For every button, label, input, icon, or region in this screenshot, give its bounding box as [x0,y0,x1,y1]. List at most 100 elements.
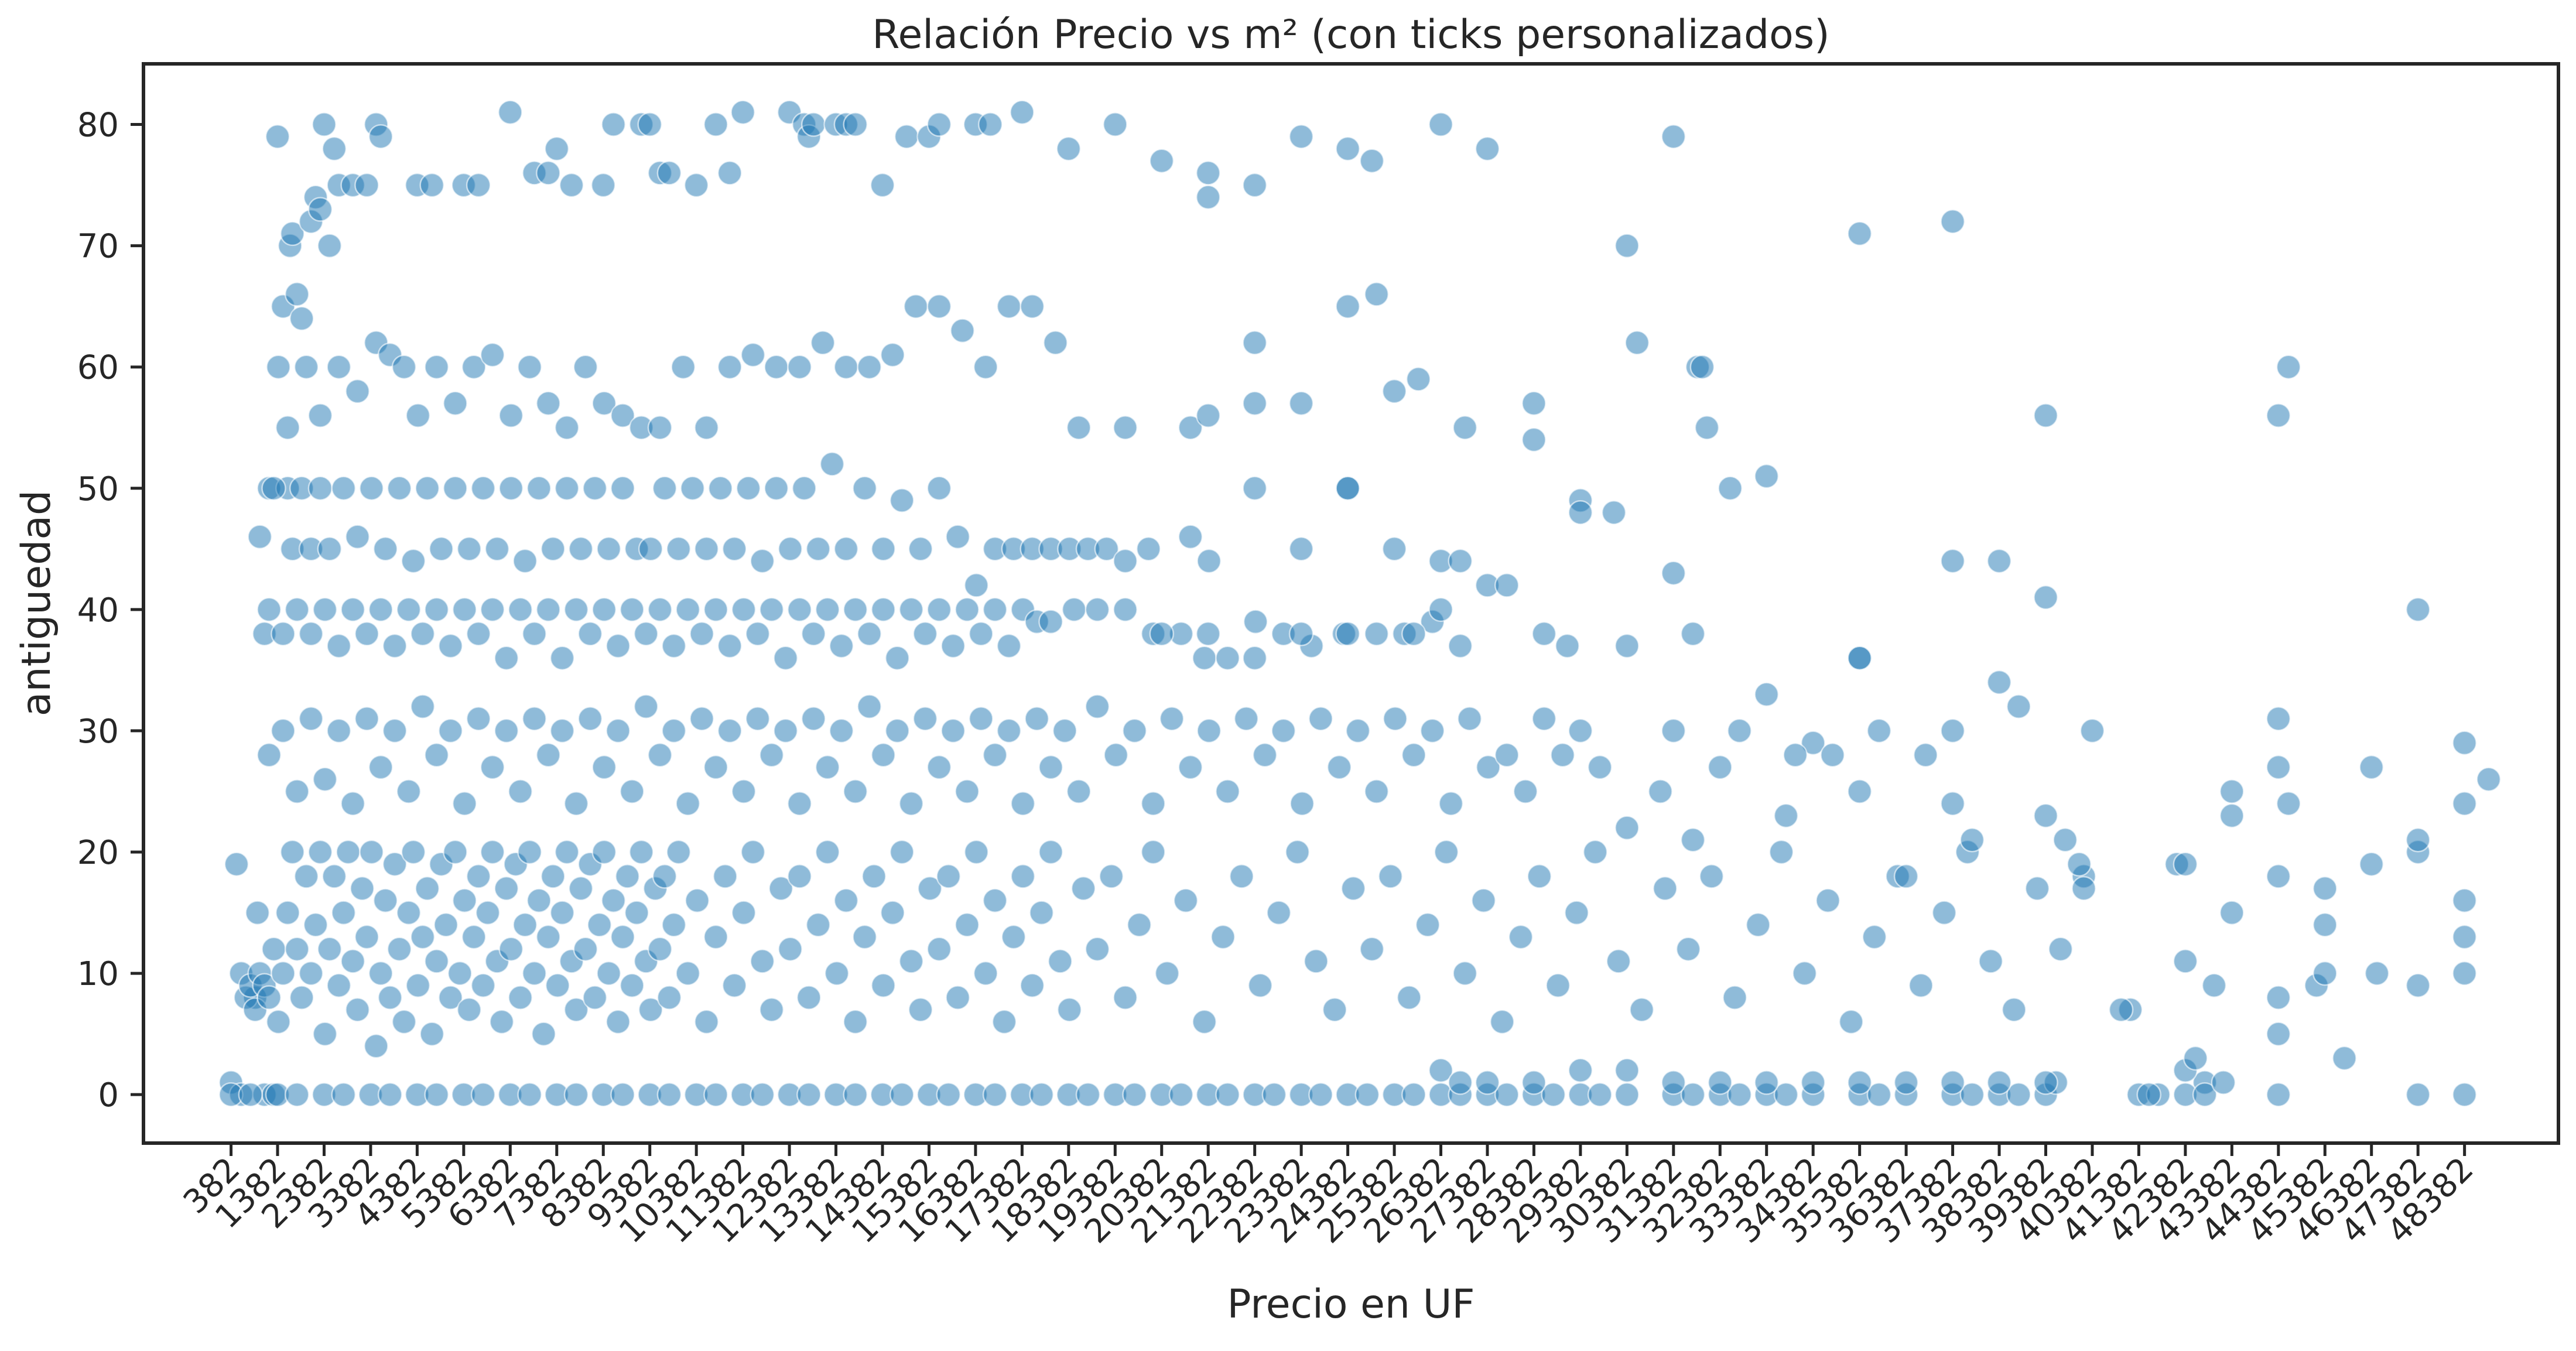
data-point [480,754,505,780]
data-point [591,839,617,865]
data-point [889,1082,915,1107]
data-point [2452,1082,2477,1107]
data-point [647,597,673,623]
data-point [489,1009,515,1035]
data-point [438,985,463,1010]
data-point [1085,597,1110,623]
data-point [1010,100,1035,125]
data-point [321,136,347,162]
data-point [1568,718,1593,744]
data-point [1699,864,1725,889]
data-point [563,1082,589,1107]
data-point [2219,779,2245,804]
data-point [1038,754,1063,780]
data-point [796,1082,822,1107]
data-point [787,354,812,379]
data-point [443,839,468,865]
data-point [577,706,603,731]
data-point [1335,293,1360,319]
data-point [456,536,482,562]
data-point [536,597,561,623]
data-point [661,912,687,938]
data-point [637,112,662,137]
data-point [587,912,612,938]
data-point [805,536,831,562]
data-point [717,718,743,744]
data-point [280,221,305,247]
data-point [1494,573,1520,598]
data-point [410,694,436,719]
data-point [1289,791,1315,816]
data-point [368,597,394,623]
data-point [926,112,952,137]
data-point [1415,912,1441,938]
data-point [703,112,728,137]
data-point [368,124,394,149]
data-point [1452,415,1477,440]
data-point [405,973,431,998]
data-point [1661,560,1686,586]
data-point [912,706,938,731]
data-point [1661,124,1686,149]
y-tick-label: 0 [98,1076,119,1114]
data-point [1192,645,1217,671]
data-point [498,936,524,962]
data-point [666,839,692,865]
data-point [419,1021,444,1046]
data-point [1959,1082,1985,1107]
data-point [438,633,463,659]
data-point [336,839,361,865]
data-point [857,621,882,647]
data-point [354,621,379,647]
data-point [466,621,491,647]
data-point [969,621,994,647]
data-point [591,391,617,416]
data-point [731,597,757,623]
data-point [1122,718,1147,744]
data-point [1113,597,1138,623]
data-point [424,949,449,974]
data-point [926,293,952,319]
data-point [2266,403,2291,428]
data-point [764,354,789,379]
data-point [1986,1070,2012,1095]
data-point [1800,1070,1826,1095]
data-point [955,912,980,938]
data-point [377,1082,403,1107]
data-point [545,973,570,998]
data-point [1168,1082,1194,1107]
data-point [484,536,510,562]
y-tick-label: 50 [77,470,119,508]
data-point [284,282,310,307]
y-axis: 0 10 20 30 40 50 60 70 80 [77,107,143,1114]
data-point [2048,936,2074,962]
data-point [843,1009,868,1035]
data-point [354,172,379,198]
data-point [620,973,645,998]
data-point [717,160,743,186]
data-point [870,172,895,198]
data-point [1494,1082,1520,1107]
data-point [1768,839,1794,865]
data-point [2033,403,2058,428]
data-point [1727,1082,1752,1107]
y-tick-label: 60 [77,349,119,387]
data-point [1564,900,1589,925]
data-point [880,900,905,925]
data-point [912,621,938,647]
data-point [261,936,286,962]
data-point [447,960,473,986]
data-point [1066,415,1092,440]
data-point [721,536,747,562]
data-point [1648,779,1673,804]
data-point [1288,124,1314,149]
data-point [1448,1070,1473,1095]
data-point [256,985,282,1010]
data-point [1233,706,1259,731]
data-point [317,233,343,258]
data-point [1940,208,1965,234]
data-point [2312,912,2338,938]
data-point [1149,621,1175,647]
data-point [2211,1070,2236,1095]
